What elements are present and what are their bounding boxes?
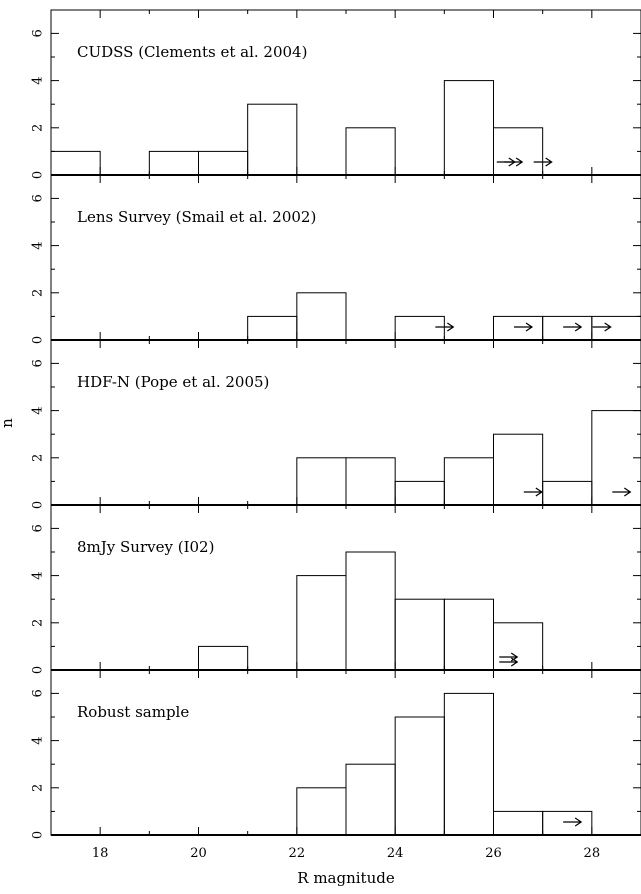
histogram-bar — [296, 575, 347, 671]
histogram-bar — [296, 292, 347, 341]
histogram-bar — [394, 598, 445, 671]
y-tick-label: 0 — [31, 666, 46, 674]
y-tick-label: 2 — [31, 289, 46, 297]
arrow-path — [499, 657, 519, 667]
arrow-path — [563, 817, 583, 827]
arrow-path — [435, 322, 455, 332]
y-tick-label: 0 — [31, 501, 46, 509]
x-tick-label: 28 — [584, 846, 601, 861]
panel-label: HDF-N (Pope et al. 2005) — [77, 373, 269, 391]
y-tick-label: 6 — [31, 29, 46, 37]
histogram-bar — [542, 315, 593, 341]
histogram-bar — [345, 551, 396, 671]
y-tick-label: 0 — [31, 336, 46, 344]
y-tick-label: 2 — [31, 124, 46, 132]
histogram-bar — [394, 315, 445, 341]
y-tick-label: 4 — [31, 736, 46, 744]
lower-limit-arrow — [592, 322, 612, 332]
panel-label: CUDSS (Clements et al. 2004) — [77, 43, 307, 61]
y-tick-label: 4 — [31, 406, 46, 414]
histogram-bar — [493, 433, 544, 506]
histogram-bar — [493, 127, 544, 176]
panel-label: Robust sample — [77, 703, 189, 721]
lower-limit-arrow — [499, 657, 519, 667]
arrow-path — [612, 487, 632, 497]
lower-limit-arrow — [612, 487, 632, 497]
histogram-bar — [542, 480, 593, 506]
y-tick-label: 4 — [31, 76, 46, 84]
y-tick-label: 4 — [31, 571, 46, 579]
y-tick-label: 6 — [31, 194, 46, 202]
lower-limit-arrow — [435, 322, 455, 332]
lower-limit-arrow — [514, 322, 534, 332]
panel-label: 8mJy Survey (I02) — [77, 538, 214, 556]
histogram-bar — [198, 645, 249, 671]
arrow-path — [514, 322, 534, 332]
arrow-path — [592, 322, 612, 332]
histogram-bar — [296, 457, 347, 506]
x-tick-label: 26 — [485, 846, 502, 861]
lower-limit-arrow — [523, 487, 543, 497]
y-tick-label: 6 — [31, 359, 46, 367]
histogram-bar — [443, 80, 495, 176]
x-tick-label: 22 — [289, 846, 306, 861]
x-tick-label: 20 — [190, 846, 207, 861]
y-axis-title: n — [0, 418, 16, 428]
y-tick-label: 6 — [31, 524, 46, 532]
y-tick-label: 4 — [31, 241, 46, 249]
histogram-bar — [443, 692, 495, 836]
histogram-bar — [345, 127, 396, 176]
y-tick-label: 2 — [31, 454, 46, 462]
y-tick-label: 0 — [31, 831, 46, 839]
y-tick-label: 2 — [31, 619, 46, 627]
x-axis-title: R magnitude — [297, 869, 395, 887]
histogram-bar — [394, 716, 445, 836]
histogram-bar — [198, 150, 249, 176]
arrow-path — [533, 157, 553, 167]
panel-label: Lens Survey (Smail et al. 2002) — [77, 208, 316, 226]
x-tick-label: 18 — [92, 846, 109, 861]
histogram-bar — [345, 457, 396, 506]
histogram-bar — [247, 315, 298, 341]
lower-limit-arrow — [504, 157, 524, 167]
y-tick-label: 0 — [31, 171, 46, 179]
histogram-bar — [50, 150, 101, 176]
lower-limit-arrow — [563, 322, 583, 332]
arrow-path — [523, 487, 543, 497]
arrow-path — [504, 157, 524, 167]
histogram-bar — [247, 103, 298, 176]
histogram-bar — [493, 622, 544, 671]
x-tick-label: 24 — [387, 846, 404, 861]
histogram-bar — [542, 810, 593, 836]
histogram-bar — [443, 457, 495, 506]
lower-limit-arrow — [533, 157, 553, 167]
arrow-path — [563, 322, 583, 332]
histogram-bar — [443, 598, 495, 671]
histogram-bar — [345, 763, 396, 836]
y-tick-label: 2 — [31, 784, 46, 792]
histogram-bar — [493, 315, 544, 341]
histogram-bar — [296, 787, 347, 836]
histogram-bar — [148, 150, 199, 176]
histogram-bar — [591, 315, 641, 341]
y-tick-label: 6 — [31, 689, 46, 697]
histogram-bar — [394, 480, 445, 506]
histogram-bar — [493, 810, 544, 836]
lower-limit-arrow — [563, 817, 583, 827]
